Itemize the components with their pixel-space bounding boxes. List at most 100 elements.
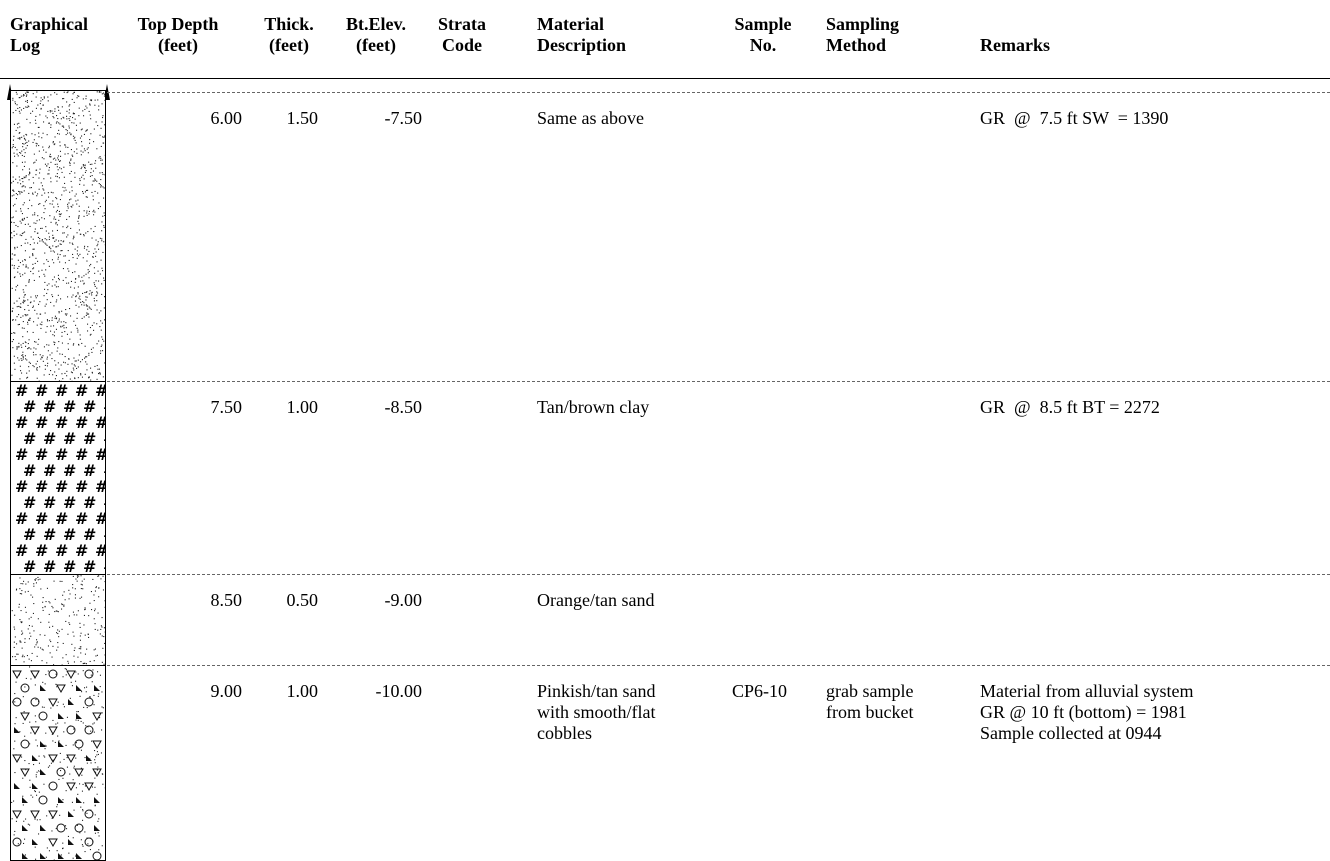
svg-text:#: # bbox=[75, 445, 88, 464]
row4-description: Pinkish/tan sand with smooth/flat cobble… bbox=[537, 681, 656, 743]
log-pattern-clay: # # # # # # # # # # # # # # # # # # # # # # # # # # # # # # # # # # # # # # # #… bbox=[10, 381, 106, 575]
svg-text:#: # bbox=[103, 397, 105, 416]
svg-text:#: # bbox=[15, 541, 28, 560]
svg-text:#: # bbox=[35, 541, 48, 560]
clay-hash-pattern: # # # ## # # ## # # ## # # ## # # ## # # ## # # ## # # ## # # ## # # #… bbox=[15, 382, 105, 574]
svg-text:#: # bbox=[23, 461, 36, 480]
svg-text:#: # bbox=[103, 525, 105, 544]
svg-text:#: # bbox=[43, 493, 56, 512]
svg-text:#: # bbox=[43, 461, 56, 480]
svg-text:#: # bbox=[15, 477, 28, 496]
svg-text:#: # bbox=[75, 477, 88, 496]
svg-text:#: # bbox=[15, 382, 28, 400]
svg-text:#: # bbox=[75, 382, 88, 400]
svg-text:#: # bbox=[23, 557, 36, 574]
svg-text:#: # bbox=[23, 525, 36, 544]
row1-top-depth: 6.00 bbox=[210, 108, 243, 128]
row2-remarks: GR @ 8.5 ft BT = 2272 bbox=[980, 397, 1160, 417]
row-separator bbox=[107, 92, 1330, 93]
svg-text:#: # bbox=[55, 509, 68, 528]
row1-remarks: GR @ 7.5 ft SW = 1390 bbox=[980, 108, 1169, 128]
row-separator bbox=[107, 665, 1330, 666]
svg-text:#: # bbox=[15, 413, 28, 432]
log-pattern-sand bbox=[10, 574, 106, 666]
svg-text:#: # bbox=[43, 557, 56, 574]
row3-top-depth: 8.50 bbox=[210, 590, 243, 610]
row2-thick: 1.00 bbox=[286, 397, 319, 417]
svg-text:#: # bbox=[95, 509, 105, 528]
svg-text:#: # bbox=[35, 382, 48, 400]
row-separator bbox=[107, 381, 1330, 382]
row1-bt-elev: -7.50 bbox=[384, 108, 423, 128]
row4-thick: 1.00 bbox=[286, 681, 319, 701]
svg-text:#: # bbox=[35, 445, 48, 464]
row2-bt-elev: -8.50 bbox=[384, 397, 423, 417]
svg-text:#: # bbox=[63, 525, 76, 544]
header-thick: Thick. (feet) bbox=[264, 14, 314, 55]
log-pattern-cobbles bbox=[10, 665, 106, 861]
svg-text:#: # bbox=[55, 477, 68, 496]
sand-pattern bbox=[11, 575, 105, 665]
header-rule bbox=[0, 78, 1330, 79]
svg-text:#: # bbox=[23, 493, 36, 512]
row4-sample-no: CP6-10 bbox=[732, 681, 788, 701]
header-graphical-log: Graphical Log bbox=[10, 14, 89, 55]
header-top-depth: Top Depth (feet) bbox=[137, 14, 219, 55]
svg-text:#: # bbox=[103, 461, 105, 480]
svg-text:#: # bbox=[83, 429, 96, 448]
cobbles-pattern bbox=[11, 666, 105, 860]
svg-text:#: # bbox=[63, 557, 76, 574]
svg-text:#: # bbox=[15, 445, 28, 464]
header-remarks: Remarks bbox=[980, 35, 1050, 55]
svg-text:#: # bbox=[55, 445, 68, 464]
svg-text:#: # bbox=[75, 413, 88, 432]
header-sampling-method: Sampling Method bbox=[826, 14, 900, 55]
log-pattern-fine-sand bbox=[10, 90, 106, 382]
row-separator bbox=[107, 574, 1330, 575]
row4-bt-elev: -10.00 bbox=[375, 681, 423, 701]
svg-text:#: # bbox=[23, 429, 36, 448]
svg-text:#: # bbox=[103, 557, 105, 574]
svg-text:#: # bbox=[83, 557, 96, 574]
svg-text:#: # bbox=[75, 509, 88, 528]
svg-text:#: # bbox=[43, 525, 56, 544]
svg-text:#: # bbox=[95, 382, 105, 400]
svg-text:#: # bbox=[95, 477, 105, 496]
svg-text:#: # bbox=[95, 445, 105, 464]
svg-text:#: # bbox=[103, 429, 105, 448]
svg-text:#: # bbox=[95, 413, 105, 432]
svg-text:#: # bbox=[75, 541, 88, 560]
svg-text:#: # bbox=[35, 509, 48, 528]
row1-thick: 1.50 bbox=[286, 108, 319, 128]
header-bt-elev: Bt.Elev. (feet) bbox=[345, 14, 406, 55]
svg-text:#: # bbox=[43, 397, 56, 416]
row1-description: Same as above bbox=[537, 108, 644, 128]
svg-text:#: # bbox=[63, 493, 76, 512]
row4-top-depth: 9.00 bbox=[210, 681, 243, 701]
row3-thick: 0.50 bbox=[286, 590, 319, 610]
svg-text:#: # bbox=[35, 413, 48, 432]
svg-text:#: # bbox=[83, 525, 96, 544]
svg-text:#: # bbox=[15, 509, 28, 528]
row3-bt-elev: -9.00 bbox=[384, 590, 423, 610]
svg-text:#: # bbox=[63, 429, 76, 448]
svg-text:#: # bbox=[83, 397, 96, 416]
svg-text:#: # bbox=[55, 413, 68, 432]
row3-description: Orange/tan sand bbox=[537, 590, 655, 610]
svg-text:#: # bbox=[43, 429, 56, 448]
row4-remarks: Material from alluvial system GR @ 10 ft… bbox=[980, 681, 1194, 743]
svg-text:#: # bbox=[55, 382, 68, 400]
row2-description: Tan/brown clay bbox=[537, 397, 650, 417]
svg-text:#: # bbox=[35, 477, 48, 496]
svg-text:#: # bbox=[63, 461, 76, 480]
svg-text:#: # bbox=[83, 493, 96, 512]
svg-text:#: # bbox=[63, 397, 76, 416]
header-strata-code: Strata Code bbox=[438, 14, 486, 55]
fine-sand-pattern bbox=[11, 91, 105, 381]
svg-text:#: # bbox=[95, 541, 105, 560]
header-material-description: Material Description bbox=[537, 14, 626, 55]
svg-text:#: # bbox=[55, 541, 68, 560]
row2-top-depth: 7.50 bbox=[210, 397, 243, 417]
svg-text:#: # bbox=[23, 397, 36, 416]
header-sample-no: Sample No. bbox=[734, 14, 792, 55]
